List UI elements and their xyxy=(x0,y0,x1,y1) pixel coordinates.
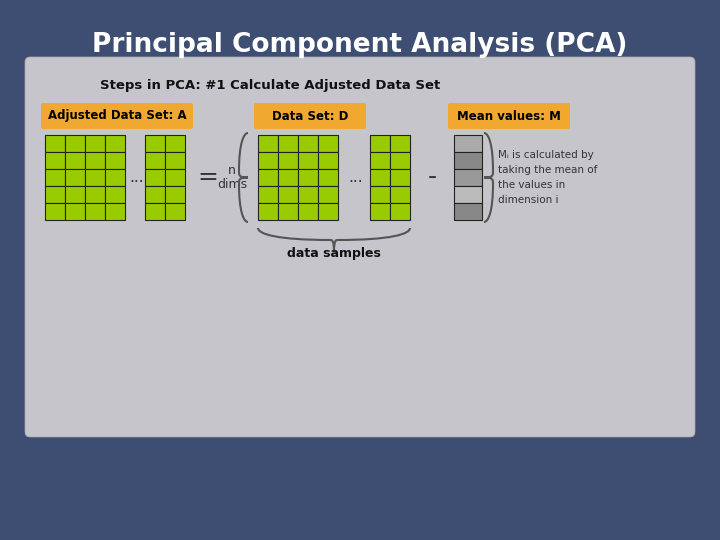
Text: -: - xyxy=(428,165,436,190)
Bar xyxy=(65,135,85,152)
Bar xyxy=(370,135,390,152)
Bar xyxy=(318,169,338,186)
Bar xyxy=(165,203,185,220)
Bar xyxy=(105,152,125,169)
Bar xyxy=(298,169,318,186)
Bar xyxy=(258,135,278,152)
Bar xyxy=(370,169,390,186)
Bar xyxy=(85,186,105,203)
Bar xyxy=(298,203,318,220)
Text: Adjusted Data Set: A: Adjusted Data Set: A xyxy=(48,110,186,123)
Text: Mᵢ is calculated by
taking the mean of
the values in
dimension i: Mᵢ is calculated by taking the mean of t… xyxy=(498,150,598,205)
Text: =: = xyxy=(197,165,218,190)
Bar xyxy=(390,203,410,220)
FancyBboxPatch shape xyxy=(448,103,570,129)
Bar xyxy=(454,135,482,152)
Bar xyxy=(454,203,482,220)
Bar xyxy=(318,135,338,152)
Bar xyxy=(278,135,298,152)
Bar xyxy=(298,135,318,152)
Bar xyxy=(318,203,338,220)
Text: Data Set: D: Data Set: D xyxy=(272,110,348,123)
Bar xyxy=(105,203,125,220)
Bar xyxy=(370,203,390,220)
Bar xyxy=(165,186,185,203)
Bar xyxy=(105,186,125,203)
Bar xyxy=(45,186,65,203)
Bar xyxy=(390,186,410,203)
Bar xyxy=(65,203,85,220)
Bar xyxy=(298,186,318,203)
Bar xyxy=(85,169,105,186)
Bar xyxy=(258,186,278,203)
Bar xyxy=(145,152,165,169)
Bar xyxy=(318,152,338,169)
Bar xyxy=(45,203,65,220)
Bar xyxy=(278,203,298,220)
Bar xyxy=(65,186,85,203)
Bar xyxy=(85,135,105,152)
Text: n
dims: n dims xyxy=(217,164,247,192)
Bar xyxy=(105,169,125,186)
Bar xyxy=(278,152,298,169)
Bar xyxy=(278,169,298,186)
Bar xyxy=(45,152,65,169)
Bar xyxy=(258,152,278,169)
Bar xyxy=(454,169,482,186)
Bar xyxy=(145,203,165,220)
Text: data samples: data samples xyxy=(287,247,381,260)
Bar xyxy=(390,135,410,152)
Bar xyxy=(145,169,165,186)
Bar xyxy=(454,186,482,203)
Bar xyxy=(318,186,338,203)
Bar xyxy=(165,135,185,152)
Text: Principal Component Analysis (PCA): Principal Component Analysis (PCA) xyxy=(92,32,628,58)
Text: Steps in PCA: #1 Calculate Adjusted Data Set: Steps in PCA: #1 Calculate Adjusted Data… xyxy=(100,78,440,91)
Bar xyxy=(65,169,85,186)
FancyBboxPatch shape xyxy=(254,103,366,129)
Bar xyxy=(145,135,165,152)
Bar xyxy=(165,169,185,186)
FancyBboxPatch shape xyxy=(25,57,695,437)
Bar xyxy=(390,152,410,169)
Bar xyxy=(45,135,65,152)
Bar xyxy=(85,152,105,169)
Bar xyxy=(298,152,318,169)
Bar xyxy=(390,169,410,186)
Text: ...: ... xyxy=(348,170,364,185)
Bar xyxy=(145,186,165,203)
Bar xyxy=(258,203,278,220)
Bar xyxy=(454,152,482,169)
Text: ...: ... xyxy=(130,170,144,185)
Bar xyxy=(258,169,278,186)
Bar xyxy=(370,186,390,203)
Bar xyxy=(65,152,85,169)
Bar xyxy=(370,152,390,169)
Bar xyxy=(45,169,65,186)
Bar xyxy=(85,203,105,220)
FancyBboxPatch shape xyxy=(41,103,193,129)
Bar xyxy=(105,135,125,152)
Bar xyxy=(278,186,298,203)
Bar xyxy=(165,152,185,169)
Text: Mean values: M: Mean values: M xyxy=(457,110,561,123)
